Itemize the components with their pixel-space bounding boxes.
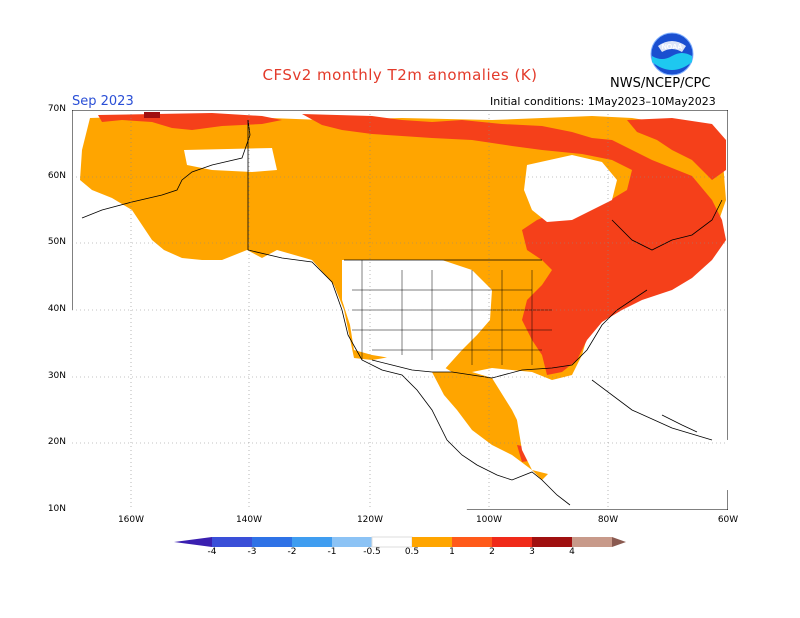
colorbar-bin [492, 537, 532, 547]
colorbar-label: -2 [287, 547, 297, 557]
lat-label-70n: 70N [47, 104, 66, 114]
colorbar-bin [292, 537, 332, 547]
colorbar-label: -1 [327, 547, 337, 557]
colorbar-bin [332, 537, 372, 547]
lon-label-80w: 80W [597, 515, 619, 525]
lon-label-120w: 120W [356, 515, 384, 525]
graticule [72, 110, 728, 510]
logo-text: NOAA [662, 44, 683, 51]
colorbar-bin [371, 536, 413, 548]
neutral-regions [72, 148, 728, 510]
forecast-month: Sep 2023 [72, 94, 134, 109]
anomaly-map [72, 110, 728, 510]
agency-label: NWS/NCEP/CPC [610, 76, 711, 91]
state-borders [352, 260, 552, 365]
lat-label-30n: 30N [47, 371, 66, 381]
colorbar-right-arrow [612, 537, 626, 547]
lat-label-40n: 40N [47, 304, 66, 314]
chart-title: CFSv2 monthly T2m anomalies (K) [262, 66, 538, 84]
lat-label-10n: 10N [47, 504, 66, 514]
lon-label-160w: 160W [117, 515, 145, 525]
lat-label-60n: 60N [47, 171, 66, 181]
colorbar-label: 2 [489, 547, 495, 557]
lon-label-140w: 140W [235, 515, 263, 525]
colorbar-label: 3 [529, 547, 535, 557]
colorbar-label: 1 [449, 547, 455, 557]
colorbar-label: -3 [247, 547, 257, 557]
colorbar-label: -4 [207, 547, 217, 557]
lon-label-60w: 60W [717, 515, 739, 525]
colorbar-bin [212, 537, 252, 547]
colorbar-bin [252, 537, 292, 547]
lon-label-100w: 100W [475, 515, 503, 525]
noaa-logo: NOAA [650, 32, 694, 76]
initial-conditions: Initial conditions: 1May2023–10May2023 [490, 95, 716, 108]
colorbar-left-arrow [174, 537, 212, 547]
coastlines [81, 119, 723, 506]
colorbar-bin [572, 537, 612, 547]
colorbar [174, 536, 626, 548]
colorbar-label: -0.5 [363, 547, 381, 557]
lat-label-50n: 50N [47, 237, 66, 247]
colorbar-bin [532, 537, 572, 547]
colorbar-bin [452, 537, 492, 547]
colorbar-label: 0.5 [404, 547, 420, 557]
colorbar-bin [412, 537, 452, 547]
anomaly-darkred-region [144, 112, 160, 118]
colorbar-label: 4 [569, 547, 575, 557]
lat-label-20n: 20N [47, 437, 66, 447]
